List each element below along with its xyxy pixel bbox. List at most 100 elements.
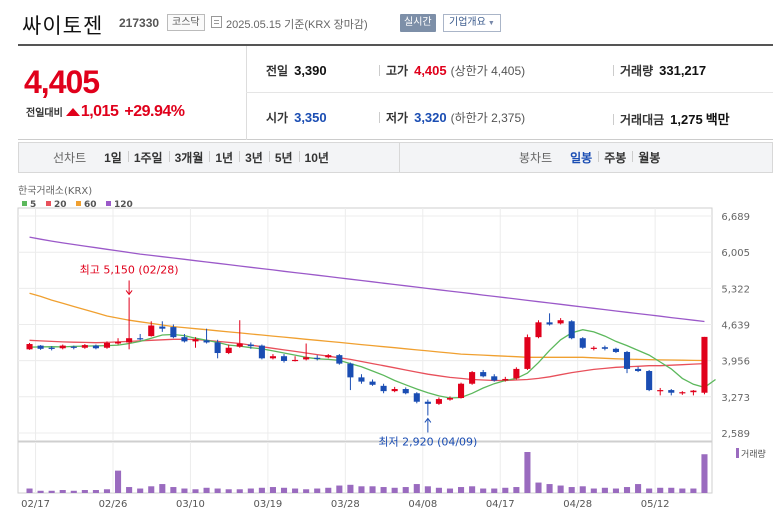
divider [379, 112, 380, 123]
y-tick-label: 3,273 [721, 393, 750, 404]
candle-body [546, 322, 553, 325]
candle-body [103, 342, 111, 348]
change-amount: 1,015 [80, 103, 119, 120]
volume-bar [657, 487, 664, 493]
volume-bar [612, 488, 619, 493]
range-3m[interactable]: 3개월 [168, 149, 210, 166]
volume-bar [546, 484, 553, 493]
volume-bar [402, 487, 409, 493]
stat-label: 저가 [386, 111, 409, 125]
volume-bar [225, 489, 232, 493]
stock-header: 싸이토젠 217330 코스닥 2025.05.15 기준(KRX 장마감) 실… [0, 0, 775, 44]
volume-bar [623, 487, 631, 493]
legend-swatch [46, 201, 51, 206]
y-tick-label: 6,689 [721, 212, 750, 223]
range-1d[interactable]: 1일 [104, 151, 122, 165]
range-1y[interactable]: 1년 [209, 149, 239, 166]
legend-label: 5 [30, 200, 36, 210]
price-panel: 4,405 전일대비 1,015 +29.94% 전일 3,390 고가 4,405 (상… [18, 44, 773, 140]
market-badge: 코스닥 [167, 14, 205, 31]
volume-bar [148, 486, 155, 493]
range-3y[interactable]: 3년 [239, 149, 269, 166]
candle-body [480, 372, 487, 377]
candle-body [535, 322, 542, 338]
candle-body [568, 321, 575, 339]
candle-body [557, 320, 564, 324]
range-1w[interactable]: 1주일 [127, 149, 169, 166]
candle-body [303, 357, 310, 360]
low-annotation: 최저 2,920 (04/09) [378, 435, 477, 448]
volume-bar [70, 490, 77, 493]
candle-body [391, 389, 398, 392]
annotations: 최고 5,150 (02/28) 최저 2,920 (04/09) [80, 263, 478, 448]
candle-body [513, 368, 520, 379]
candle-body [258, 345, 265, 359]
volume-frame [17, 441, 713, 494]
volume-bar [203, 487, 210, 493]
volume-bar [469, 486, 476, 493]
candle-body [170, 327, 177, 338]
candle-body [424, 401, 431, 404]
high-annotation: 최고 5,150 (02/28) [80, 263, 179, 276]
legend-label: 60 [84, 200, 97, 210]
candle-chart-title: 봉차트 [519, 151, 553, 165]
legend-swatch [22, 201, 27, 206]
company-overview-button[interactable]: 기업개요 ▼ [443, 14, 501, 32]
divider [246, 92, 773, 93]
candle-body [292, 359, 299, 362]
y-tick-label: 6,005 [721, 248, 750, 259]
realtime-button[interactable]: 실시간 [400, 14, 436, 32]
candle-body [159, 326, 166, 329]
candle-body [192, 339, 199, 342]
candle-body [402, 389, 409, 394]
stat-value: 1,275 [670, 112, 703, 127]
volume-bar [568, 487, 575, 493]
candle-daily[interactable]: 일봉 [570, 151, 593, 165]
divider [613, 114, 614, 125]
stat-label: 거래량 [620, 64, 654, 78]
change-label: 전일대비 [26, 108, 63, 119]
volume-bar [37, 490, 44, 493]
candle-body [491, 376, 498, 381]
volume-bar [258, 487, 265, 493]
volume-bar [137, 488, 144, 493]
candle-body [48, 347, 55, 349]
range-5y[interactable]: 5년 [268, 149, 299, 166]
stock-code: 217330 [119, 16, 160, 30]
candle-weekly[interactable]: 주봉 [598, 149, 632, 166]
volume-bar [159, 484, 166, 493]
candle-body [203, 340, 210, 343]
volume-bar [336, 485, 343, 493]
candle-body [26, 344, 33, 350]
candle-body [115, 341, 122, 344]
stat-value: 3,320 [414, 110, 447, 125]
candle-body [579, 338, 586, 348]
volume-bar [690, 488, 697, 493]
volume-bar [480, 488, 487, 493]
candle-body [280, 356, 288, 361]
ma-legend: 5 20 60 120 [22, 200, 133, 210]
volume-label: 거래량 [741, 448, 766, 460]
candle-body [435, 399, 442, 404]
current-price: 4,405 [24, 64, 100, 100]
volume-bar [668, 487, 675, 493]
candle-body [590, 347, 597, 349]
candle-body [314, 357, 321, 359]
range-10y[interactable]: 10년 [298, 149, 335, 166]
company-overview-label: 기업개요 [449, 17, 486, 28]
candle-body [137, 338, 144, 340]
volume-bar [181, 488, 188, 493]
volume-bar [413, 484, 420, 493]
volume-bar [292, 488, 299, 493]
volume-bar [314, 488, 321, 493]
chevron-down-icon: ▼ [487, 20, 495, 27]
candle-chart-group: 봉차트 일봉 주봉 월봉 [519, 143, 666, 172]
candle-body [247, 344, 254, 347]
volume-bar [26, 488, 33, 493]
candle-monthly[interactable]: 월봉 [632, 149, 666, 166]
volume-bar [458, 487, 465, 493]
candle-body [380, 385, 387, 392]
candle-body [679, 392, 686, 394]
stat-label: 고가 [386, 64, 409, 78]
stat-label: 전일 [266, 64, 289, 78]
